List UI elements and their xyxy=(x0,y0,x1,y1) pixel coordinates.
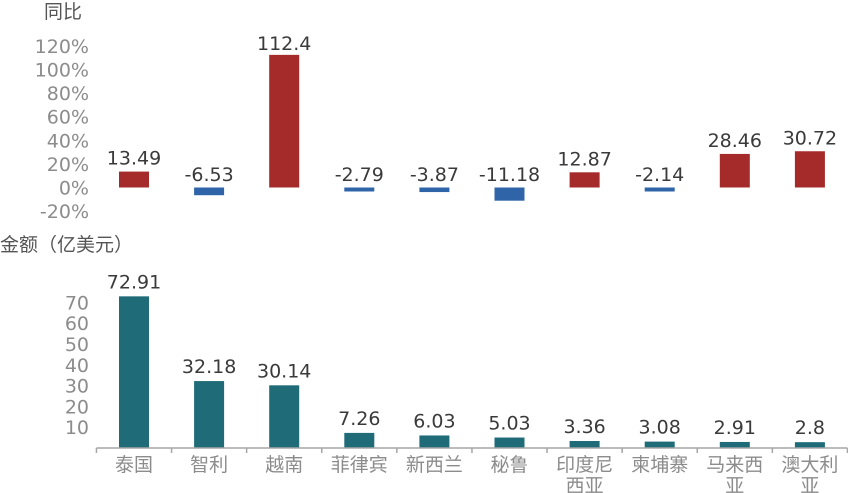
amount-bar xyxy=(419,435,450,448)
amount-value-label: 3.36 xyxy=(563,416,605,438)
amount-value-label: 6.03 xyxy=(413,410,455,432)
top-y-tick-label: 80% xyxy=(47,83,89,105)
amount-bar xyxy=(344,432,375,448)
category-label: 菲律宾 xyxy=(331,454,388,476)
amount-value-label: 2.8 xyxy=(795,417,825,439)
amount-value-label: 5.03 xyxy=(488,413,530,435)
amount-bar xyxy=(494,437,525,448)
bottom-y-tick-label: 20 xyxy=(65,396,89,418)
category-label: 泰国 xyxy=(115,454,153,476)
amount-value-label: 30.14 xyxy=(257,360,311,382)
category-label: 亚 xyxy=(800,475,819,493)
amount-bar xyxy=(194,381,225,448)
amount-value-label: 7.26 xyxy=(338,408,380,430)
yoy-value-label: -2.14 xyxy=(635,164,684,186)
bottom-y-tick-label: 10 xyxy=(65,417,89,439)
amount-bar xyxy=(644,441,675,448)
amount-bar xyxy=(794,442,825,448)
bottom-chart-ylabel: 金额（亿美元） xyxy=(0,234,133,256)
category-label: 秘鲁 xyxy=(490,454,528,476)
yoy-bar xyxy=(119,171,149,188)
yoy-value-label: 12.87 xyxy=(557,148,611,170)
category-label: 智利 xyxy=(190,454,228,476)
bottom-y-tick-label: 40 xyxy=(65,355,89,377)
category-label: 亚 xyxy=(725,475,744,493)
top-y-tick-label: -20% xyxy=(40,201,89,223)
yoy-bar xyxy=(494,187,525,201)
yoy-bar xyxy=(644,187,675,192)
amount-value-label: 3.08 xyxy=(639,417,681,439)
yoy-bar xyxy=(719,153,750,188)
top-y-tick-label: 40% xyxy=(47,130,89,152)
yoy-value-label: 112.4 xyxy=(257,33,311,55)
yoy-bar-chart: 120%100%80%60%40%20%0%-20% 13.49 -6.53 112.… xyxy=(35,33,837,223)
bottom-y-tick-label: 50 xyxy=(65,334,89,356)
top-chart-ylabel: 同比 xyxy=(44,1,82,23)
category-label: 印度尼 xyxy=(556,454,613,476)
yoy-value-label: -6.53 xyxy=(185,164,234,186)
category-label: 越南 xyxy=(265,454,303,476)
bottom-y-tick-label: 30 xyxy=(65,376,89,398)
bottom-y-tick-label: 60 xyxy=(65,313,89,335)
amount-value-label: 32.18 xyxy=(182,356,236,378)
yoy-bar xyxy=(194,187,225,196)
category-label: 马来西 xyxy=(706,454,763,476)
amount-value-label: 72.91 xyxy=(107,271,161,293)
yoy-bar xyxy=(794,151,825,188)
amount-bar xyxy=(719,441,750,448)
amount-bar xyxy=(119,296,149,448)
yoy-bar xyxy=(269,54,300,188)
yoy-bar xyxy=(419,187,450,193)
yoy-bar xyxy=(344,187,375,192)
bottom-y-tick-label: 70 xyxy=(65,292,89,314)
yoy-value-label: 13.49 xyxy=(107,148,161,170)
amount-bar xyxy=(569,441,600,448)
top-y-tick-label: 20% xyxy=(47,154,89,176)
category-label: 新西兰 xyxy=(406,454,463,476)
category-label: 澳大利 xyxy=(781,454,838,476)
yoy-value-label: 28.46 xyxy=(708,130,762,152)
yoy-value-label: -2.79 xyxy=(335,164,384,186)
top-y-tick-label: 100% xyxy=(35,60,89,82)
amount-bar xyxy=(269,385,300,448)
top-y-tick-label: 0% xyxy=(59,178,89,200)
yoy-value-label: 30.72 xyxy=(783,127,837,149)
yoy-value-label: -3.87 xyxy=(410,164,459,186)
amount-value-label: 2.91 xyxy=(714,417,756,439)
category-label: 西亚 xyxy=(566,475,604,493)
yoy-bar xyxy=(569,172,600,188)
category-label: 柬埔寨 xyxy=(631,454,688,476)
top-y-tick-label: 60% xyxy=(47,107,89,129)
top-y-tick-label: 120% xyxy=(35,36,89,58)
yoy-value-label: -11.18 xyxy=(479,164,540,186)
